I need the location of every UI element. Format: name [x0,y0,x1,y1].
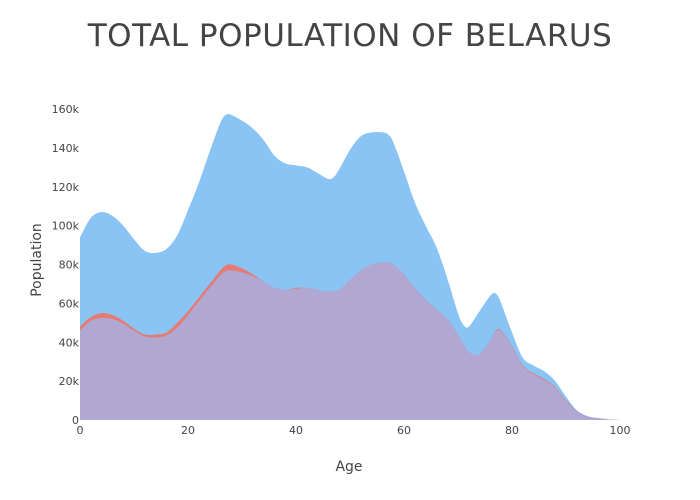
y-tick-label: 140k [52,142,80,155]
x-tick-label: 0 [77,424,84,437]
x-tick-label: 100 [610,424,631,437]
y-tick-label: 20k [59,375,80,388]
x-axis-ticks: 0 20 40 60 80 100 [77,424,631,437]
y-tick-label: 120k [52,181,80,194]
y-axis-ticks: 0 20k 40k 60k 80k 100k 120k 140k 160k [52,103,80,427]
y-tick-label: 0 [72,414,79,427]
area-series-3 [80,262,620,420]
y-tick-label: 160k [52,103,80,116]
y-tick-label: 100k [52,220,80,233]
x-tick-label: 80 [505,424,519,437]
x-tick-label: 60 [397,424,411,437]
y-tick-label: 80k [59,259,80,272]
chart-title: TOTAL POPULATION OF BELARUS [87,18,613,54]
x-tick-label: 40 [289,424,303,437]
area-series-group [80,113,620,420]
y-axis-title: Population [29,223,45,297]
x-tick-label: 20 [181,424,195,437]
y-tick-label: 60k [59,297,80,310]
x-axis-title: Age [335,459,362,475]
y-tick-label: 40k [59,336,80,349]
